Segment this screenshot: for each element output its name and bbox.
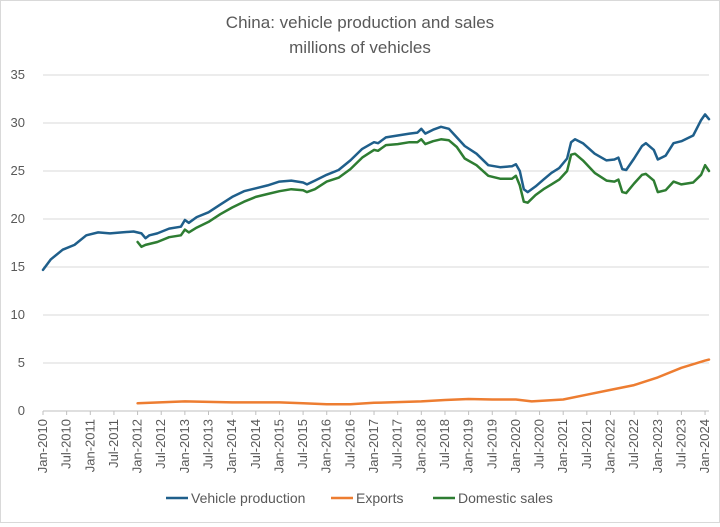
y-tick-label: 10: [11, 307, 25, 322]
x-tick-label: Jan-2017: [366, 419, 381, 473]
x-tick-label: Jul-2019: [484, 419, 499, 469]
y-tick-label: 35: [11, 67, 25, 82]
x-tick-label: Jan-2013: [177, 419, 192, 473]
x-tick-label: Jul-2020: [532, 419, 547, 469]
x-tick-label: Jul-2011: [106, 419, 121, 468]
series-line-domestic-sales: [136, 138, 711, 249]
x-tick-label: Jan-2019: [461, 419, 476, 473]
x-tick-label: Jan-2012: [130, 419, 145, 473]
series-lines: [41, 113, 711, 406]
x-tick-label: Jan-2020: [508, 419, 523, 473]
x-tick-label: Jan-2015: [271, 419, 286, 473]
x-tick-label: Jul-2022: [626, 419, 641, 469]
x-tick-label: Jul-2013: [201, 419, 216, 469]
legend-label: Domestic sales: [458, 490, 553, 506]
x-tick-label: Jul-2016: [342, 419, 357, 469]
legend-label: Vehicle production: [191, 490, 305, 506]
series-line-vehicle-production: [41, 113, 711, 272]
x-tick-label: Jan-2018: [413, 419, 428, 473]
legend-label: Exports: [356, 490, 403, 506]
x-tick-label: Jul-2017: [390, 419, 405, 469]
y-tick-label: 25: [11, 163, 25, 178]
x-tick-label: Jul-2018: [437, 419, 452, 469]
chart-title: China: vehicle production and sales: [226, 13, 494, 32]
gridlines: [43, 74, 709, 412]
x-tick-label: Jul-2023: [673, 419, 688, 469]
chart-subtitle: millions of vehicles: [289, 38, 431, 57]
x-tick-label: Jan-2024: [697, 419, 712, 473]
legend: Vehicle production Exports Domestic sales: [166, 490, 553, 506]
x-tick-label: Jan-2010: [35, 419, 50, 473]
x-tick-label: Jan-2022: [602, 419, 617, 473]
series-line-exports: [136, 358, 711, 406]
x-tick-label: Jan-2023: [650, 419, 665, 473]
x-tick-label: Jul-2012: [153, 419, 168, 469]
x-tick-label: Jul-2015: [295, 419, 310, 469]
x-tick-label: Jul-2021: [579, 419, 594, 469]
x-tick-label: Jul-2010: [59, 419, 74, 469]
y-tick-label: 5: [18, 355, 25, 370]
x-axis: Jan-2010 Jul-2010 Jan-2011 Jul-2011 Jan-2012…: [35, 411, 712, 473]
y-tick-label: 15: [11, 259, 25, 274]
x-tick-label: Jan-2014: [224, 419, 239, 473]
x-tick-label: Jan-2011: [82, 419, 97, 472]
y-tick-label: 30: [11, 115, 25, 130]
x-tick-label: Jan-2016: [319, 419, 334, 473]
y-tick-label: 0: [18, 403, 25, 418]
x-tick-label: Jul-2014: [248, 419, 263, 469]
x-tick-label: Jan-2021: [555, 419, 570, 473]
y-tick-label: 20: [11, 211, 25, 226]
y-axis: 0 5 10 15 20 25 30 35: [11, 67, 25, 418]
